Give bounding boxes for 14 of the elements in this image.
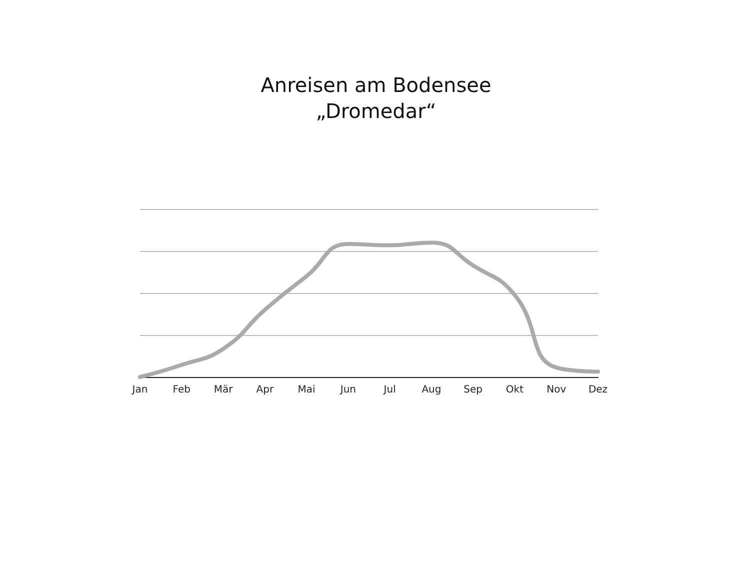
x-tick-label: Jan bbox=[131, 384, 148, 396]
x-tick-label: Feb bbox=[172, 384, 190, 396]
x-tick-label: Mär bbox=[214, 384, 234, 396]
x-tick-label: Sep bbox=[464, 384, 483, 396]
chart-title: Anreisen am Bodensee bbox=[260, 73, 492, 97]
x-tick-label: Okt bbox=[506, 384, 524, 396]
x-tick-label: Apr bbox=[256, 384, 274, 396]
x-tick-label: Jun bbox=[339, 384, 356, 396]
x-tick-label: Dez bbox=[588, 384, 608, 396]
x-tick-label: Nov bbox=[546, 384, 566, 396]
chart-subtitle: „Dromedar“ bbox=[316, 99, 436, 123]
x-tick-label: Jul bbox=[382, 384, 396, 396]
x-tick-label: Aug bbox=[422, 384, 442, 396]
x-tick-label: Mai bbox=[298, 384, 316, 396]
